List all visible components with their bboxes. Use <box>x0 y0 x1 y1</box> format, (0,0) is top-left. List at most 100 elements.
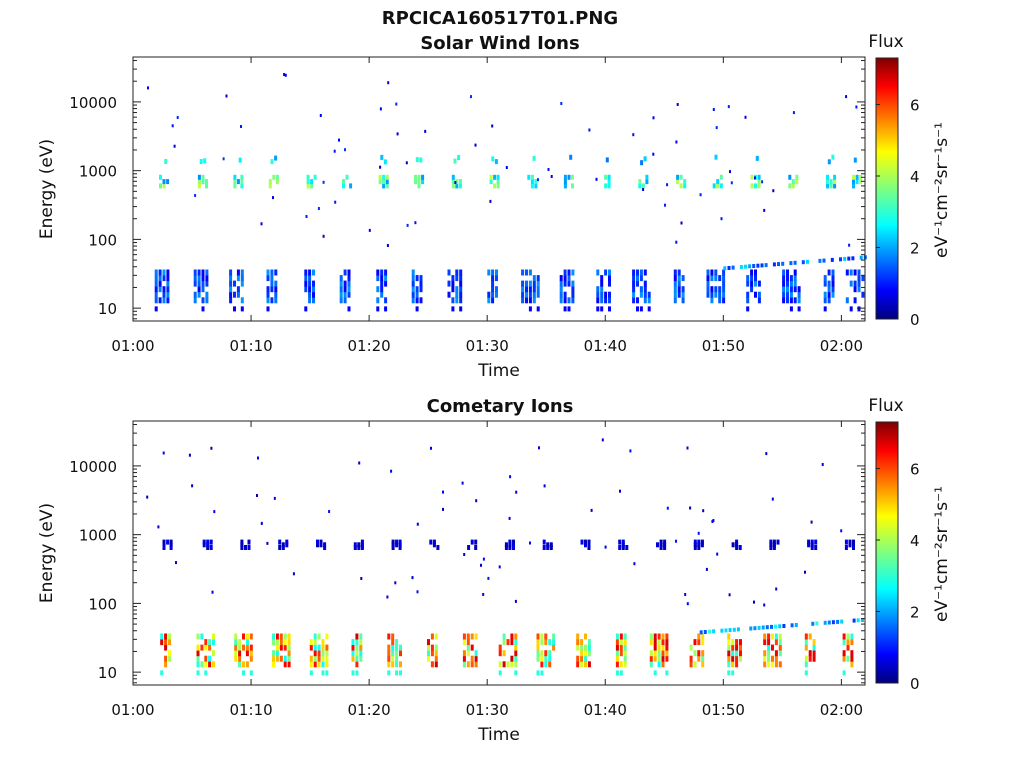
flux-cell <box>760 263 764 268</box>
flux-cell <box>673 291 677 298</box>
flux-cell <box>308 269 312 276</box>
flux-cell <box>512 545 515 550</box>
flux-cell <box>325 633 329 640</box>
flux-cell <box>807 539 811 545</box>
flux-cell <box>459 286 463 293</box>
flux-cell <box>462 650 466 657</box>
flux-cell <box>285 539 289 545</box>
flux-cell <box>502 661 506 668</box>
flux-cell <box>757 297 761 304</box>
flux-cell <box>347 269 351 276</box>
flux-cell <box>857 275 861 282</box>
flux-cell <box>786 275 789 282</box>
flux-cell <box>587 542 591 548</box>
flux-cell <box>245 644 249 651</box>
flux-cell <box>283 661 287 668</box>
flux-cell <box>665 633 669 640</box>
flux-cell <box>510 639 514 646</box>
flux-cell <box>852 539 855 545</box>
flux-cell <box>201 297 205 304</box>
flux-cell <box>317 207 320 210</box>
flux-cell <box>496 174 500 180</box>
flux-cell <box>380 275 384 282</box>
flux-cell <box>355 639 359 646</box>
flux-cell <box>793 286 797 293</box>
flux-cell <box>347 275 351 282</box>
flux-cell <box>532 155 536 161</box>
flux-cell <box>201 179 205 185</box>
flux-cell <box>852 618 856 623</box>
x-axis-label: Time <box>477 725 520 745</box>
flux-cell <box>283 633 287 640</box>
flux-cell <box>808 655 812 662</box>
flux-cell <box>756 263 760 268</box>
flux-cell <box>767 639 771 646</box>
flux-cell <box>540 650 544 657</box>
flux-cell <box>831 269 835 276</box>
flux-cell <box>491 297 495 304</box>
flux-cell <box>343 269 347 276</box>
flux-cell <box>399 650 402 657</box>
flux-cell <box>595 177 598 181</box>
flux-cell <box>414 174 417 180</box>
flux-cell <box>636 297 639 304</box>
flux-cell <box>378 179 382 185</box>
flux-cell <box>846 644 850 651</box>
flux-cell <box>552 639 556 646</box>
flux-cell <box>679 174 683 180</box>
flux-cell <box>727 650 731 657</box>
flux-cell <box>675 240 678 244</box>
flux-cell <box>316 542 319 548</box>
flux-cell <box>750 269 754 276</box>
flux-cell <box>333 149 336 153</box>
flux-cell <box>544 661 548 668</box>
flux-cell <box>279 644 283 651</box>
flux-cell <box>411 297 415 304</box>
flux-cell <box>701 633 705 640</box>
flux-cell <box>249 670 253 676</box>
flux-cell <box>415 306 419 312</box>
flux-cell <box>312 269 315 276</box>
colorbar-ticks: 0 2 4 6 <box>876 96 920 329</box>
flux-cell <box>754 183 757 189</box>
x-tick-label: 01:10 <box>229 337 272 355</box>
flux-cell <box>459 280 463 287</box>
flux-cell <box>338 138 340 142</box>
flux-cell <box>427 639 430 646</box>
flux-cell <box>304 269 308 276</box>
flux-cell <box>710 291 714 298</box>
flux-cell <box>716 552 719 556</box>
flux-cell <box>811 621 815 626</box>
flux-cell <box>162 451 165 455</box>
flux-cell <box>563 297 567 304</box>
flux-cell <box>763 603 766 607</box>
flux-cell <box>451 183 455 189</box>
flux-cell <box>391 542 395 548</box>
flux-cell <box>530 183 534 189</box>
flux-cell <box>543 484 546 488</box>
flux-cell <box>406 223 409 227</box>
colorbar-unit: eV⁻¹cm⁻²sr⁻¹s⁻¹ <box>932 122 952 258</box>
flux-cell <box>814 545 818 550</box>
flux-cell <box>308 291 312 298</box>
flux-cell <box>666 506 669 510</box>
flux-cell <box>615 650 619 657</box>
flux-cell <box>242 644 245 651</box>
flux-cell <box>459 275 463 282</box>
flux-cell <box>699 193 702 197</box>
flux-cell <box>495 269 498 276</box>
flux-cell <box>447 269 451 276</box>
flux-cell <box>434 644 438 651</box>
flux-cell <box>455 183 459 189</box>
flux-cell <box>436 545 440 550</box>
flux-cell <box>306 179 310 185</box>
flux-cell <box>643 156 647 162</box>
flux-cell <box>844 545 848 550</box>
flux-cell <box>528 280 532 287</box>
flux-cell <box>391 644 395 651</box>
flux-cell <box>706 286 710 293</box>
flux-cell <box>528 306 532 312</box>
flux-cell <box>849 280 853 287</box>
flux-cell <box>532 275 536 282</box>
flux-cell <box>665 650 669 657</box>
